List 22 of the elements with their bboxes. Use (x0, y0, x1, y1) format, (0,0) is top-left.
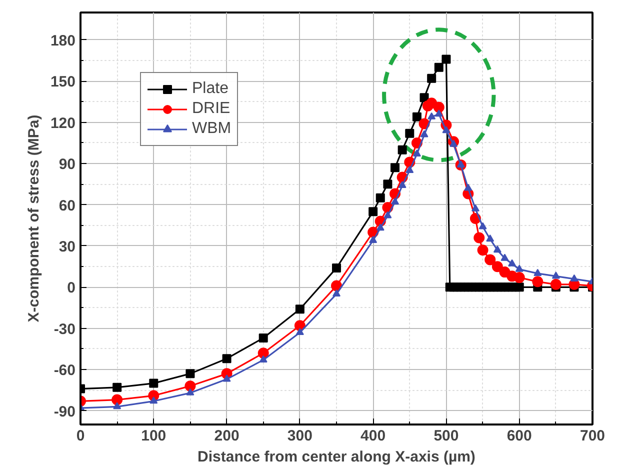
x-tick-label: 700 (580, 428, 606, 444)
x-tick-label: 500 (434, 428, 459, 444)
y-tick-label: -90 (54, 403, 76, 420)
y-tick-label: 0 (67, 280, 76, 297)
x-tick-label: 200 (214, 428, 240, 444)
y-tick-label: 180 (50, 32, 76, 50)
y-tick-label: -30 (54, 320, 76, 338)
legend-label: WBM (192, 120, 232, 138)
y-tick-label: 90 (58, 156, 76, 174)
x-axis-title: Distance from center along X-axis (µm) (198, 448, 476, 466)
x-tick-label: 300 (287, 428, 312, 444)
legend-label: Plate (192, 80, 228, 98)
y-tick-label: 60 (58, 197, 76, 214)
y-tick-label: 120 (50, 114, 76, 132)
y-axis-title: X-component of stress (MPa) (25, 114, 42, 322)
x-tick-label: 400 (360, 428, 386, 444)
y-tick-label: -60 (54, 362, 76, 380)
x-tick-label: 600 (506, 428, 532, 444)
legend-label: DRIE (192, 100, 230, 118)
x-tick-label: 100 (141, 428, 166, 444)
y-tick-label: 30 (58, 238, 76, 256)
y-tick-label: 150 (50, 74, 76, 91)
